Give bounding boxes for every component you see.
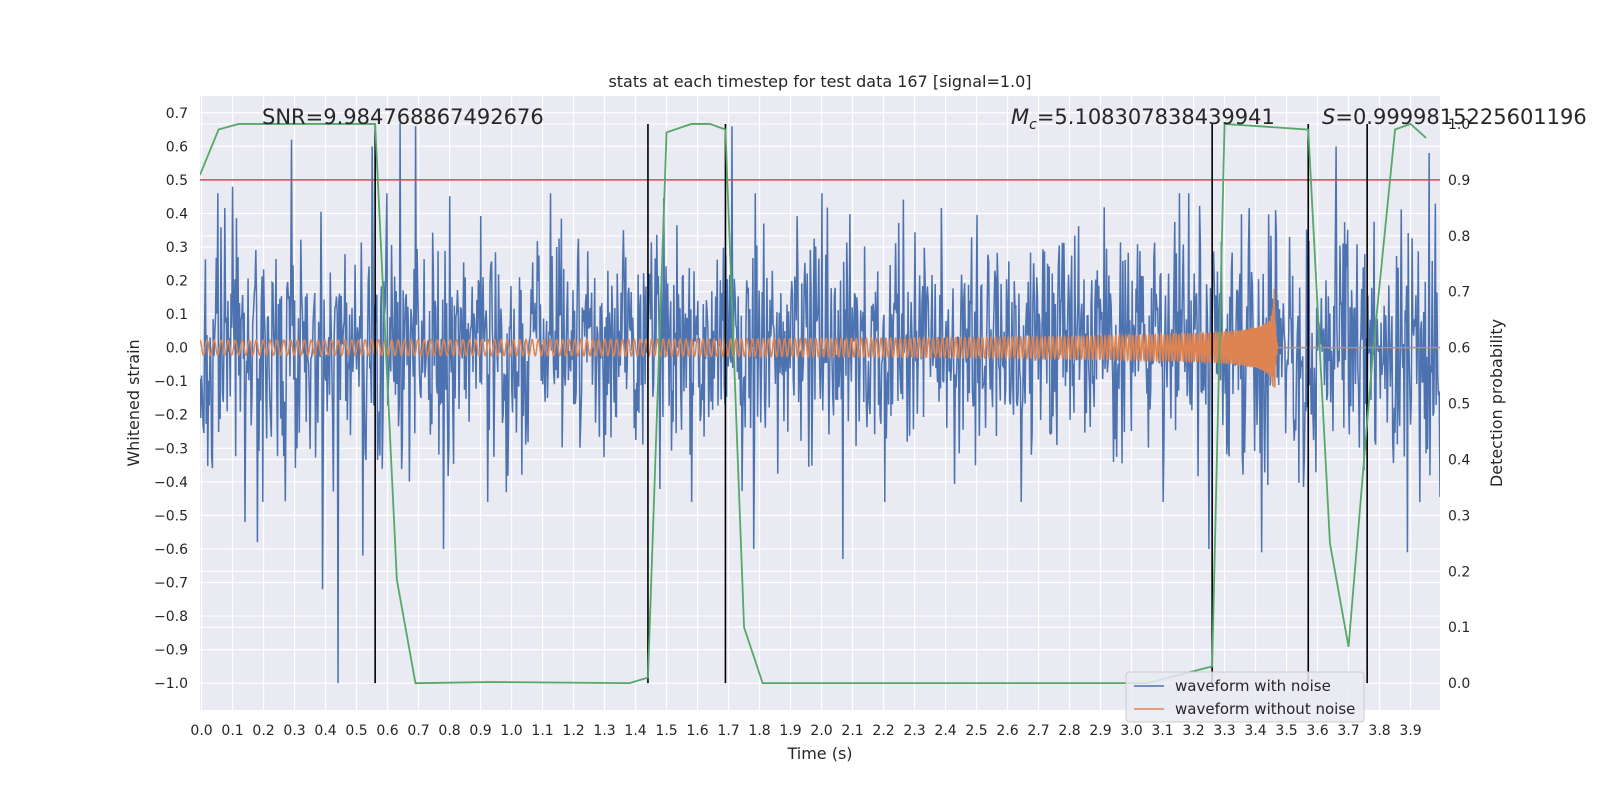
- x-tick-label: 0.5: [345, 723, 367, 739]
- y-tick-label: 0.4: [166, 206, 188, 222]
- x-tick-label: 0.6: [376, 723, 398, 739]
- y-tick-label: 0.6: [166, 139, 188, 155]
- y-tick-label: −1.0: [154, 676, 188, 692]
- x-tick-label: 1.3: [593, 723, 615, 739]
- x-tick-label: 0.0: [190, 723, 212, 739]
- y-tick-label: −0.9: [154, 643, 188, 659]
- x-tick-label: 3.1: [1151, 723, 1173, 739]
- y-tick-labels: 0.7 0.6 0.5 0.4 0.3 0.2 0.1 0.0 −0.1 −0.2 −0.3 −0.4…: [154, 106, 188, 692]
- series-line-waveform-with-noise: [200, 122, 1440, 684]
- y2-tick-label: 0.8: [1448, 229, 1470, 245]
- y-tick-label: 0.2: [166, 274, 188, 290]
- x-tick-label: 2.4: [934, 723, 956, 739]
- x-tick-label: 1.7: [717, 723, 739, 739]
- x-tick-label: 2.0: [810, 723, 832, 739]
- y-tick-label: 0.0: [166, 341, 188, 357]
- y-tick-label: −0.3: [154, 441, 188, 457]
- y-tick-label: 0.3: [166, 240, 188, 256]
- s-symbol: S: [1322, 105, 1335, 129]
- x-tick-label: 2.3: [903, 723, 925, 739]
- x-tick-label: 3.8: [1368, 723, 1390, 739]
- x-tick-label: 1.1: [531, 723, 553, 739]
- probability-layer: [200, 122, 1427, 685]
- x-tick-label: 1.4: [624, 723, 646, 739]
- series-layer: [200, 122, 1440, 684]
- s-annotation: S=0.9999815225601196: [1322, 105, 1587, 129]
- x-tick-label: 3.5: [1275, 723, 1297, 739]
- x-tick-label: 0.4: [314, 723, 336, 739]
- y2-tick-label: 0.6: [1448, 341, 1470, 357]
- chart-title: stats at each timestep for test data 167…: [608, 72, 1031, 91]
- y-axis-label: Whitened strain: [124, 339, 143, 466]
- x-tick-label: 2.6: [996, 723, 1018, 739]
- x-tick-label: 3.6: [1306, 723, 1328, 739]
- x-tick-label: 0.3: [283, 723, 305, 739]
- overlay-layer: [200, 123, 1440, 684]
- y2-tick-labels: 1.0 0.9 0.8 0.7 0.6 0.5 0.4 0.3 0.2 0.1 0.0: [1448, 117, 1470, 692]
- x-tick-label: 2.2: [872, 723, 894, 739]
- x-tick-labels: 0.0 0.1 0.2 0.3 0.4 0.5 0.6 0.7 0.8 0.9 1.0 1.1 1.2 1…: [190, 723, 1421, 739]
- x-tick-label: 0.2: [252, 723, 274, 739]
- x-tick-label: 0.8: [438, 723, 460, 739]
- x-tick-label: 3.2: [1182, 723, 1204, 739]
- legend-label-waveform-with-noise: waveform with noise: [1175, 677, 1331, 695]
- x-tick-label: 0.9: [469, 723, 491, 739]
- chirp-mass-value: =5.108307838439941: [1037, 105, 1275, 129]
- x-tick-label: 1.6: [686, 723, 708, 739]
- y-tick-label: −0.7: [154, 576, 188, 592]
- x-tick-label: 3.4: [1244, 723, 1266, 739]
- x-tick-label: 2.7: [1027, 723, 1049, 739]
- x-tick-label: 1.5: [655, 723, 677, 739]
- y-tick-label: 0.5: [166, 173, 188, 189]
- x-tick-label: 2.8: [1058, 723, 1080, 739]
- y-tick-label: −0.5: [154, 508, 188, 524]
- y2-tick-label: 0.7: [1448, 285, 1470, 301]
- y-tick-label: −0.4: [154, 475, 188, 491]
- y2-tick-label: 0.2: [1448, 564, 1470, 580]
- chirp-mass-annotation: Mc=5.108307838439941: [1011, 105, 1275, 133]
- x-tick-label: 2.1: [841, 723, 863, 739]
- x-tick-label: 3.7: [1337, 723, 1359, 739]
- y-tick-label: 0.7: [166, 106, 188, 122]
- y2-tick-label: 0.9: [1448, 173, 1470, 189]
- y-tick-label: −0.1: [154, 374, 188, 390]
- legend-label-waveform-without-noise: waveform without noise: [1175, 700, 1355, 718]
- y2-tick-label: 0.3: [1448, 508, 1470, 524]
- y2-tick-label: 0.5: [1448, 397, 1470, 413]
- s-value: =0.9999815225601196: [1335, 105, 1586, 129]
- legend-box: [1125, 671, 1365, 723]
- series-line-waveform-without-noise: [200, 288, 1440, 388]
- x-tick-label: 1.8: [748, 723, 770, 739]
- y-tick-label: 0.1: [166, 307, 188, 323]
- y2-axis-label: Detection probability: [1487, 319, 1506, 487]
- y2-tick-label: 0.4: [1448, 452, 1470, 468]
- x-tick-label: 3.3: [1213, 723, 1235, 739]
- y2-tick-label: 0.0: [1448, 676, 1470, 692]
- x-axis-label: Time (s): [786, 744, 852, 763]
- x-tick-label: 3.9: [1399, 723, 1421, 739]
- chirp-mass-subscript: c: [1029, 117, 1037, 133]
- x-tick-label: 0.1: [221, 723, 243, 739]
- chirp-mass-symbol: M: [1011, 105, 1029, 129]
- x-tick-label: 1.9: [779, 723, 801, 739]
- x-tick-label: 2.5: [965, 723, 987, 739]
- x-tick-label: 0.7: [407, 723, 429, 739]
- legend: waveform with noise waveform without noi…: [1125, 671, 1365, 723]
- snr-annotation: SNR=9.984768867492676: [262, 105, 544, 129]
- x-tick-label: 3.0: [1120, 723, 1142, 739]
- series-line-detection-probability: [200, 122, 1427, 685]
- x-tick-label: 1.0: [500, 723, 522, 739]
- y-tick-label: −0.6: [154, 542, 188, 558]
- y2-tick-label: 1.0: [1448, 117, 1470, 133]
- x-tick-label: 2.9: [1089, 723, 1111, 739]
- x-tick-label: 1.2: [562, 723, 584, 739]
- y-tick-label: −0.8: [154, 609, 188, 625]
- y2-tick-label: 0.1: [1448, 620, 1470, 636]
- y-tick-label: −0.2: [154, 408, 188, 424]
